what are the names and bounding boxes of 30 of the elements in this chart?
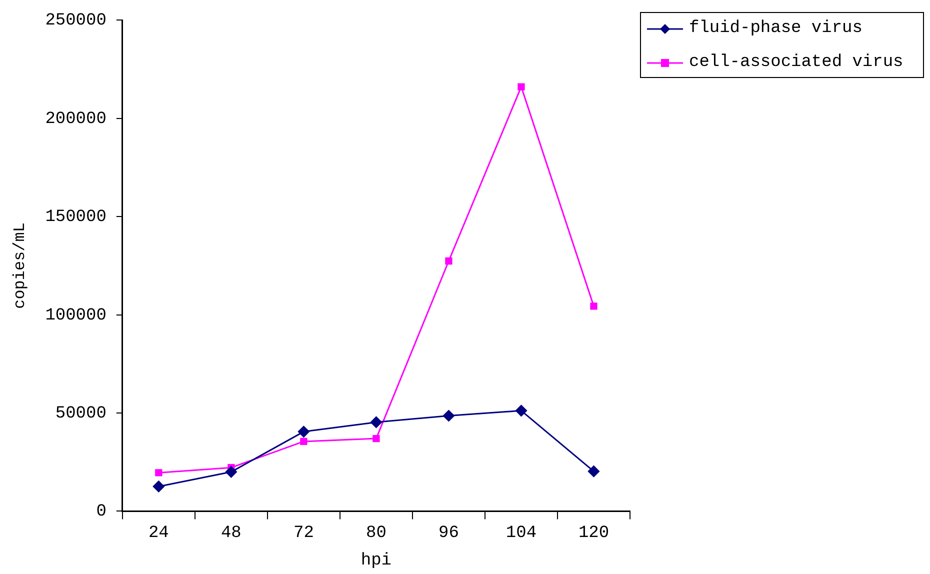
x-tick-label: 104: [506, 524, 537, 543]
point: [372, 434, 380, 442]
point: [298, 426, 310, 438]
point: [152, 480, 164, 492]
point: [225, 466, 237, 478]
y-tick-label: 50000: [55, 404, 106, 424]
x-tick-label: 48: [220, 524, 242, 543]
x-tick-label: 72: [293, 524, 314, 543]
point: [588, 466, 600, 478]
y-tick-label: 0: [96, 502, 106, 522]
legend-label: cell-associated virus: [689, 53, 904, 72]
x-tick-label: 96: [438, 524, 459, 543]
x-tick-label: 80: [366, 524, 386, 543]
legend-label: fluid-phase virus: [689, 19, 862, 38]
x-tick-label: 120: [578, 524, 610, 543]
y-axis-title: copies/mL: [10, 222, 29, 309]
point: [370, 416, 382, 428]
y-tick-label: 250000: [45, 12, 106, 31]
point: [155, 469, 162, 476]
point: [442, 410, 454, 422]
y-tick-label: 100000: [45, 306, 106, 326]
x-axis-title: hpi: [360, 551, 392, 570]
point: [590, 302, 598, 310]
point: [515, 404, 527, 416]
y-tick-label: 200000: [45, 110, 106, 129]
y-tick-label: 150000: [45, 208, 106, 228]
x-tick-label: 24: [148, 524, 169, 543]
point: [518, 83, 525, 90]
point: [445, 257, 452, 265]
point: [300, 438, 308, 446]
